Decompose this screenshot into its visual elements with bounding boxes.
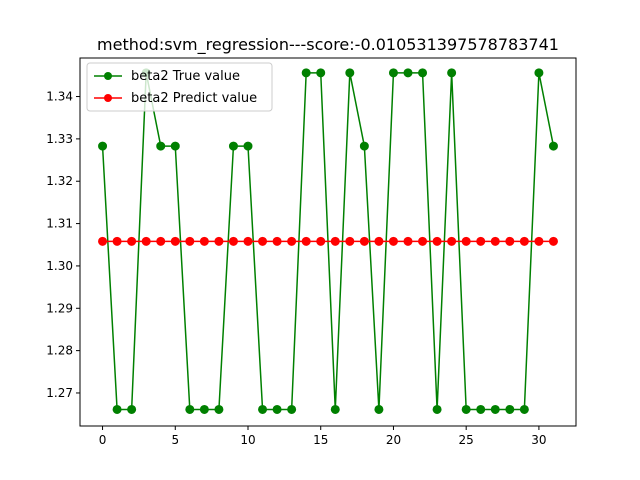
y-tick-label: 1.29 — [46, 301, 73, 315]
data-point — [258, 236, 268, 246]
data-point — [112, 236, 122, 246]
data-point — [345, 236, 355, 246]
data-point — [432, 236, 442, 246]
data-point — [519, 236, 529, 246]
data-point — [316, 236, 326, 246]
data-point — [418, 68, 428, 78]
data-point — [403, 236, 413, 246]
data-point — [461, 236, 471, 246]
data-point — [243, 141, 253, 151]
data-point — [156, 141, 166, 151]
legend-box — [86, 62, 273, 112]
data-point — [418, 236, 428, 246]
data-point — [519, 404, 529, 414]
data-point — [214, 404, 224, 414]
legend: beta2 True value beta2 Predict value — [86, 62, 273, 112]
data-point — [287, 236, 297, 246]
data-point — [185, 236, 195, 246]
data-point — [359, 141, 369, 151]
data-point — [534, 236, 544, 246]
data-point — [548, 236, 558, 246]
y-tick-label: 1.32 — [46, 174, 73, 188]
data-point — [228, 141, 238, 151]
data-point — [403, 68, 413, 78]
data-point — [127, 236, 137, 246]
series-layer — [98, 68, 558, 414]
data-point — [316, 68, 326, 78]
data-point — [112, 404, 122, 414]
legend-label: beta2 True value — [131, 69, 240, 84]
data-point — [301, 236, 311, 246]
y-tick-label: 1.33 — [46, 132, 73, 146]
data-point — [272, 236, 282, 246]
data-point — [199, 236, 209, 246]
y-tick-label: 1.30 — [46, 259, 73, 273]
data-point — [534, 68, 544, 78]
x-tick-label: 20 — [386, 433, 401, 447]
data-point — [141, 236, 151, 246]
y-tick-label: 1.28 — [46, 344, 73, 358]
data-point — [490, 404, 500, 414]
data-point — [447, 236, 457, 246]
data-point — [170, 236, 180, 246]
y-tick-label: 1.27 — [46, 386, 73, 400]
data-point — [548, 141, 558, 151]
data-point — [98, 141, 108, 151]
data-point — [388, 236, 398, 246]
data-point — [490, 236, 500, 246]
data-point — [272, 404, 282, 414]
data-point — [359, 236, 369, 246]
data-point — [185, 404, 195, 414]
data-point — [156, 236, 166, 246]
data-point — [432, 404, 442, 414]
data-point — [214, 236, 224, 246]
legend-label: beta2 Predict value — [131, 91, 257, 106]
data-point — [127, 404, 137, 414]
x-tick-label: 15 — [313, 433, 328, 447]
data-point — [98, 236, 108, 246]
y-tick-label: 1.31 — [46, 217, 73, 231]
data-point — [388, 68, 398, 78]
x-tick-label: 25 — [459, 433, 474, 447]
data-point — [228, 236, 238, 246]
x-tick-label: 10 — [240, 433, 255, 447]
data-point — [243, 236, 253, 246]
series-predict-value — [98, 236, 558, 246]
data-point — [505, 404, 515, 414]
data-point — [374, 236, 384, 246]
data-point — [330, 236, 340, 246]
data-point — [374, 404, 384, 414]
chart-title: method:svm_regression---score:-0.0105313… — [97, 35, 559, 55]
data-point — [476, 236, 486, 246]
data-point — [505, 236, 515, 246]
data-point — [330, 404, 340, 414]
y-tick-label: 1.34 — [46, 90, 73, 104]
data-point — [447, 68, 457, 78]
data-point — [170, 141, 180, 151]
x-tick-label: 5 — [171, 433, 179, 447]
x-tick-label: 30 — [531, 433, 546, 447]
legend-marker — [104, 94, 112, 102]
data-point — [301, 68, 311, 78]
data-point — [258, 404, 268, 414]
data-point — [461, 404, 471, 414]
plot-frame — [79, 57, 577, 427]
legend-marker — [104, 72, 112, 80]
data-point — [345, 68, 355, 78]
data-point — [199, 404, 209, 414]
data-point — [287, 404, 297, 414]
axes: 0 5 10 15 20 25 30 1.27 1.28 1.29 1.30 1.31 1.32 1.33… — [46, 57, 577, 447]
data-point — [476, 404, 486, 414]
x-tick-label: 0 — [99, 433, 107, 447]
